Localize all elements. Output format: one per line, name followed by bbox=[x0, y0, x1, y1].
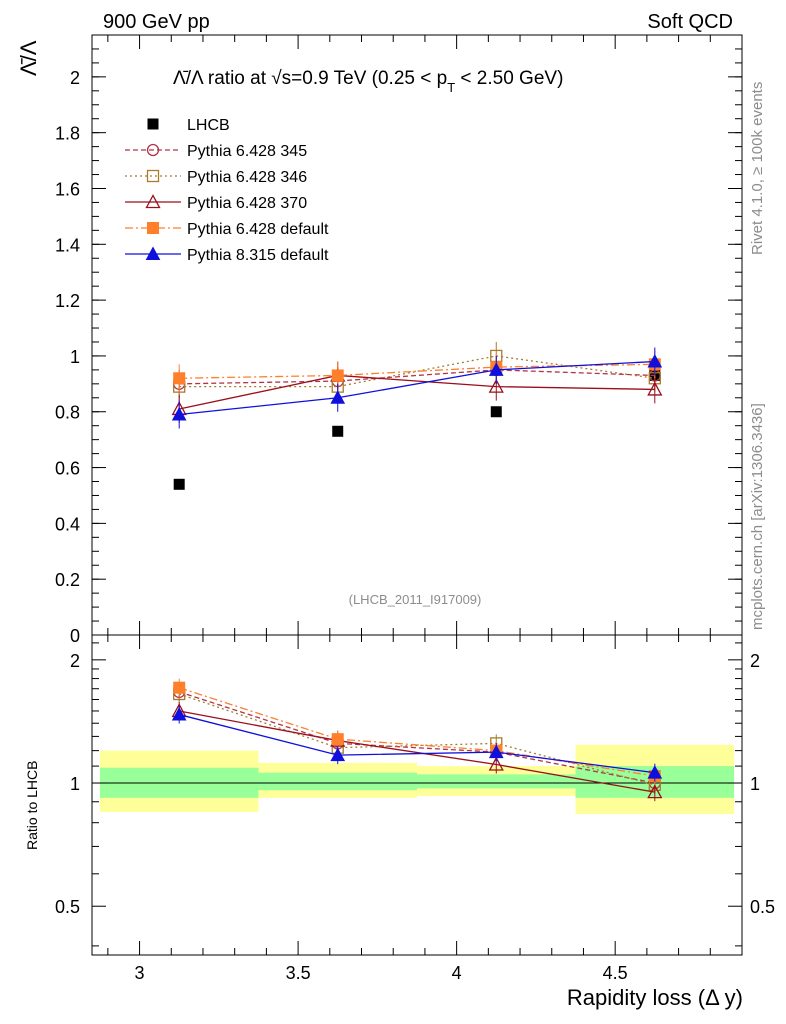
legend: LHCB Pythia 6.428 345 Pythia 6.428 346 Pyth… bbox=[125, 117, 329, 264]
series-0-line bbox=[179, 369, 655, 385]
legend-marker-1 bbox=[146, 169, 160, 183]
series-4-ratio-line bbox=[179, 713, 655, 774]
legend-marker-3 bbox=[147, 222, 159, 234]
series-4-point bbox=[488, 362, 504, 376]
legend-label-lhcb: LHCB bbox=[187, 117, 230, 134]
y-tick-label: 1.4 bbox=[55, 235, 80, 255]
y-tick-label: 0.8 bbox=[55, 403, 80, 423]
analysis-watermark: (LHCB_2011_I917009) bbox=[349, 592, 482, 607]
series-4-ratio-point bbox=[171, 707, 187, 721]
legend-label-1: Pythia 6.428 346 bbox=[187, 169, 307, 186]
series-3-point bbox=[331, 369, 344, 382]
series-2-ratio-line bbox=[179, 710, 655, 793]
legend-marker-2 bbox=[145, 194, 161, 209]
y-tick-label: 1.6 bbox=[55, 179, 80, 199]
y-tick-label: 1.2 bbox=[55, 291, 80, 311]
y-tick-label: 0.4 bbox=[55, 514, 80, 534]
header-left: 900 GeV pp bbox=[103, 11, 210, 33]
ratio-tick-label-right: 1 bbox=[750, 774, 760, 794]
series-4-ratio-point bbox=[488, 744, 504, 759]
ratio-tick-label: 0.5 bbox=[55, 897, 80, 917]
series-2-point bbox=[488, 378, 504, 393]
main-plot: 0 0.2 0.4 0.6 0.8 1 1.2 1.4 1.6 1.8 2 bbox=[55, 34, 743, 646]
title-sub: T bbox=[447, 80, 455, 95]
ratio-tick-label-right: 2 bbox=[750, 651, 760, 671]
uncertainty-band-inner bbox=[258, 772, 417, 791]
series-4-ratio-point bbox=[330, 747, 346, 762]
rivet-label: Rivet 4.1.0, ≥ 100k events bbox=[749, 82, 766, 255]
series-3-point bbox=[173, 372, 186, 385]
y-tick-label: 0.6 bbox=[55, 459, 80, 479]
title-part-a: Λ̄/Λ ratio at √s=0.9 TeV (0.25 < p bbox=[173, 68, 447, 89]
ratio-frame bbox=[91, 634, 743, 956]
series-4-point bbox=[647, 353, 663, 368]
y-axis-label: Λ̄/Λ bbox=[16, 40, 41, 76]
y-tick-label: 2 bbox=[70, 68, 80, 88]
x-tick-label: 4 bbox=[452, 963, 462, 983]
lhcb-data-point bbox=[490, 406, 502, 418]
series-2-ratio-point bbox=[488, 756, 504, 771]
x-tick-label: 4.5 bbox=[603, 963, 628, 983]
series-2-ratio-point bbox=[647, 784, 663, 799]
legend-label-2: Pythia 6.428 370 bbox=[187, 195, 307, 212]
title-part-b: < 2.50 GeV) bbox=[455, 68, 563, 89]
lhcb-data-point bbox=[173, 478, 185, 490]
uncertainty-band-inner bbox=[417, 774, 576, 789]
series-2-point bbox=[647, 381, 663, 396]
x-tick-label: 3.5 bbox=[286, 963, 311, 983]
legend-label-3: Pythia 6.428 default bbox=[187, 221, 329, 238]
legend-marker-4 bbox=[145, 246, 161, 260]
y-tick-label: 0.2 bbox=[55, 570, 80, 590]
ratio-tick-label: 2 bbox=[70, 651, 80, 671]
y-tick-label: 1 bbox=[70, 347, 80, 367]
series-0-ratio-line bbox=[178, 691, 655, 784]
ratio-plot: 3 3.5 4 4.5 0.5 0.5 1 1 2 2 bbox=[55, 634, 775, 983]
series-3-ratio-point bbox=[173, 681, 186, 694]
legend-marker-lhcb bbox=[147, 118, 159, 130]
series-4-point bbox=[171, 406, 187, 421]
header-right: Soft QCD bbox=[647, 11, 733, 33]
x-axis-label: Rapidity loss (Δ y) bbox=[567, 985, 743, 1010]
ratio-y-axis-label: Ratio to LHCB bbox=[24, 761, 40, 850]
legend-label-4: Pythia 8.315 default bbox=[187, 247, 329, 264]
series-4-line bbox=[179, 360, 655, 416]
series-3-line bbox=[179, 363, 655, 379]
x-tick-label: 3 bbox=[135, 963, 145, 983]
legend-marker-0 bbox=[146, 143, 160, 157]
lhcb-data-point bbox=[332, 425, 344, 437]
series-2-line bbox=[179, 374, 655, 410]
chart-title: Λ̄/Λ ratio at √s=0.9 TeV (0.25 < pT < 2.… bbox=[173, 68, 563, 95]
series-4-ratio-point bbox=[647, 765, 663, 779]
y-tick-label: 1.8 bbox=[55, 124, 80, 144]
ratio-tick-label-right: 0.5 bbox=[750, 897, 775, 917]
y-tick-label: 0 bbox=[70, 626, 80, 646]
ratio-tick-label: 1 bbox=[70, 774, 80, 794]
series-3-ratio-line bbox=[178, 687, 655, 777]
mcplots-label: mcplots.cern.ch [arXiv:1306.3436] bbox=[749, 403, 766, 630]
series-4-point bbox=[330, 390, 346, 404]
series-1-line bbox=[179, 355, 655, 388]
legend-label-0: Pythia 6.428 345 bbox=[187, 143, 307, 160]
series-3-ratio-point bbox=[331, 733, 344, 746]
